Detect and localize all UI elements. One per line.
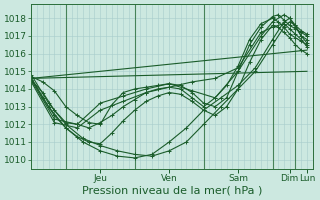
- X-axis label: Pression niveau de la mer( hPa ): Pression niveau de la mer( hPa ): [82, 186, 262, 196]
